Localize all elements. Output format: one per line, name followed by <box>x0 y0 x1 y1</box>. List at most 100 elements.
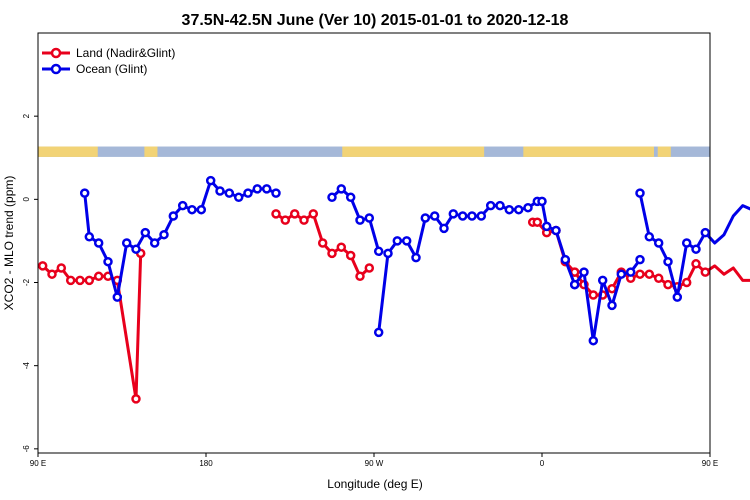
data-point <box>345 192 356 203</box>
data-point <box>317 238 328 248</box>
data-point <box>112 292 123 302</box>
data-point <box>299 215 309 225</box>
chart-title: 37.5N-42.5N June (Ver 10) 2015-01-01 to … <box>182 12 569 29</box>
data-point <box>364 213 375 223</box>
land-band <box>144 146 158 157</box>
land-ocean-strip <box>38 146 710 157</box>
data-point <box>159 229 169 240</box>
data-point <box>523 202 533 213</box>
data-point <box>215 186 225 196</box>
data-point <box>233 192 244 203</box>
data-point <box>663 256 673 267</box>
data-point <box>336 242 347 252</box>
data-point <box>196 204 207 215</box>
data-point <box>588 290 599 300</box>
data-point <box>336 184 347 194</box>
data-point <box>289 209 300 219</box>
x-tick-label: 180 <box>199 459 213 468</box>
data-point <box>588 335 599 346</box>
data-point <box>560 254 571 265</box>
land-band <box>657 146 671 157</box>
series-line <box>377 199 577 333</box>
data-point <box>635 269 645 279</box>
data-point <box>308 209 319 219</box>
y-tick-label: -2 <box>22 278 31 286</box>
x-axis: 90 E 180 90 W 0 90 E <box>30 453 718 468</box>
data-point <box>75 275 85 286</box>
data-point <box>476 211 487 221</box>
x-tick-label: 90 W <box>365 459 384 468</box>
data-point <box>261 184 272 194</box>
y-tick-label: 2 <box>22 113 31 118</box>
series-line <box>41 253 143 401</box>
data-point <box>541 221 552 232</box>
data-point <box>252 184 263 194</box>
data-point <box>103 256 113 267</box>
x-tick-label: 90 E <box>702 459 718 468</box>
data-point <box>457 211 468 221</box>
data-point <box>383 248 393 259</box>
legend: Land (Nadir&Glint) Ocean (Glint) <box>42 46 175 76</box>
data-point <box>532 217 543 227</box>
data-point <box>429 211 440 221</box>
data-point <box>327 248 337 259</box>
land-band <box>38 146 98 157</box>
data-point <box>131 394 141 404</box>
data-point <box>653 273 664 284</box>
legend-marker-ocean <box>50 63 62 75</box>
data-point <box>504 204 515 215</box>
data-point <box>537 196 547 207</box>
data-point <box>700 267 711 277</box>
data-point <box>79 188 90 198</box>
data-point <box>131 244 141 254</box>
series-line <box>83 179 277 299</box>
data-point <box>420 213 431 223</box>
land-band <box>342 146 485 157</box>
data-point <box>373 246 384 257</box>
data-point <box>84 232 95 242</box>
legend-label-land: Land (Nadir&Glint) <box>76 46 175 60</box>
data-point <box>625 267 636 277</box>
data-point <box>355 215 365 225</box>
data-point <box>187 204 197 215</box>
legend-marker-land <box>50 47 62 59</box>
data-point <box>691 259 701 269</box>
data-point <box>243 188 253 198</box>
data-point <box>551 225 561 236</box>
data-point <box>373 327 384 338</box>
data-point <box>635 254 645 265</box>
x-tick-label: 90 E <box>30 459 46 468</box>
data-point <box>93 238 104 248</box>
data-point <box>121 238 132 248</box>
data-point <box>644 232 655 242</box>
data-point <box>168 211 179 221</box>
data-point <box>271 209 281 219</box>
x-tick-label: 0 <box>540 459 545 468</box>
data-point <box>271 188 281 198</box>
y-tick-label: -4 <box>22 362 31 370</box>
data-point <box>392 236 403 246</box>
data-point <box>513 204 524 215</box>
series-1 <box>79 175 750 346</box>
data-point <box>37 261 48 271</box>
data-point <box>607 300 617 311</box>
data-point <box>485 200 496 211</box>
data-point <box>224 188 235 198</box>
land-band <box>523 146 654 157</box>
data-point <box>149 238 160 248</box>
y-axis-label: XCO2 - MLO trend (ppm) <box>2 176 16 311</box>
data-point <box>411 252 421 263</box>
data-point <box>616 269 627 279</box>
data-point <box>681 277 692 288</box>
y-tick-label: 0 <box>22 197 31 202</box>
data-point <box>644 269 655 279</box>
series-line <box>573 262 750 297</box>
data-point <box>635 188 645 198</box>
data-point <box>607 283 617 294</box>
data-point <box>569 279 580 290</box>
data-point <box>364 263 375 273</box>
y-axis: -6 -4 -2 0 2 <box>22 113 38 452</box>
data-point <box>84 275 95 286</box>
data-point <box>448 209 459 219</box>
